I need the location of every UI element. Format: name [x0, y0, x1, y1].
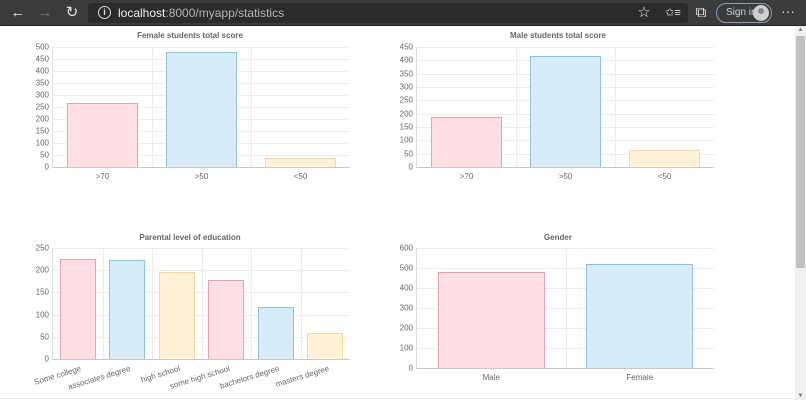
- y-tick-label: 250: [35, 243, 49, 253]
- x-tick-label: >50: [558, 172, 573, 181]
- y-tick-label: 300: [399, 303, 413, 313]
- y-tick-label: 0: [44, 162, 49, 172]
- male-score-chart: Male students total score 0 50 100 150 200 25…: [380, 26, 760, 196]
- x-tick-label: Male: [482, 373, 500, 382]
- y-tick-label: 50: [40, 150, 49, 160]
- bar[interactable]: [529, 56, 602, 167]
- sign-in-label: Sign in: [726, 7, 757, 18]
- y-tick-label: 450: [35, 54, 49, 64]
- more-menu-icon[interactable]: ···: [781, 3, 795, 19]
- bar[interactable]: [109, 260, 146, 359]
- y-tick-label: 0: [44, 354, 49, 364]
- y-tick-label: 150: [35, 287, 49, 297]
- y-tick-label: 50: [404, 149, 413, 159]
- gridline: [417, 47, 714, 48]
- y-tick-label: 400: [35, 66, 49, 76]
- y-tick-label: 500: [399, 263, 413, 273]
- bar[interactable]: [158, 271, 195, 359]
- forward-icon[interactable]: →: [37, 4, 53, 21]
- x-tick-label: <50: [657, 172, 672, 181]
- y-tick-label: 100: [35, 138, 49, 148]
- sign-in-button[interactable]: Sign in: [716, 3, 772, 23]
- vertical-gridline: [201, 248, 203, 359]
- vertical-gridline: [615, 47, 616, 167]
- y-tick-label: 200: [399, 109, 413, 119]
- vertical-gridline: [152, 248, 153, 359]
- x-tick-label: Female: [626, 373, 654, 382]
- vertical-gridline: [251, 248, 252, 359]
- y-tick-label: 250: [35, 102, 49, 112]
- y-tick-label: 100: [35, 310, 49, 320]
- y-tick-label: 350: [399, 69, 413, 79]
- bar[interactable]: [628, 150, 701, 167]
- browser-toolbar: ← → ↻ i localhost:8000/myapp/statistics …: [0, 0, 806, 26]
- bar[interactable]: [208, 279, 245, 359]
- vertical-gridline: [102, 248, 104, 359]
- back-icon[interactable]: ←: [10, 4, 26, 21]
- url-path: :8000/myapp/statistics: [165, 6, 285, 20]
- url-text[interactable]: localhost:8000/myapp/statistics: [118, 6, 284, 20]
- bar[interactable]: [437, 271, 545, 368]
- y-tick-label: 400: [399, 283, 413, 293]
- vertical-gridline: [152, 47, 153, 167]
- bar[interactable]: [430, 116, 503, 167]
- y-tick-label: 150: [399, 122, 413, 132]
- gridline: [53, 47, 350, 48]
- y-tick-label: 300: [35, 90, 49, 100]
- scrollbar-thumb[interactable]: [796, 36, 805, 268]
- chart-title: Male students total score: [509, 31, 607, 40]
- bar[interactable]: [264, 158, 337, 167]
- y-tick-label: 100: [399, 135, 413, 145]
- y-tick-label: 200: [399, 323, 413, 333]
- y-tick-label: 400: [399, 55, 413, 65]
- y-tick-label: 150: [35, 126, 49, 136]
- gender-chart: Gender 0 100 200 300 400 500 600 Male Female: [380, 226, 760, 398]
- female-score-chart: Female students total score 0 50 100 150 200…: [0, 26, 380, 196]
- scroll-up-icon[interactable]: ▲: [797, 27, 804, 33]
- vertical-gridline: [251, 47, 252, 167]
- url-host: localhost: [118, 6, 166, 20]
- bar[interactable]: [586, 264, 694, 368]
- x-tick-label: masters degree: [274, 364, 330, 389]
- y-tick-label: 250: [399, 95, 413, 105]
- bar[interactable]: [257, 306, 294, 359]
- y-tick-label: 200: [35, 114, 49, 124]
- vertical-scrollbar[interactable]: ▲ ▼: [795, 26, 806, 400]
- vertical-gridline: [300, 248, 302, 359]
- favorite-star-icon[interactable]: ☆: [637, 4, 651, 21]
- y-tick-label: 600: [399, 243, 413, 253]
- y-tick-label: 0: [408, 162, 413, 172]
- vertical-gridline: [565, 248, 567, 368]
- refresh-icon[interactable]: ↻: [65, 4, 79, 21]
- x-tick-label: >70: [95, 172, 110, 181]
- chart-title: Female students total score: [137, 31, 243, 40]
- x-tick-label: >70: [459, 172, 474, 181]
- y-tick-label: 0: [408, 363, 413, 373]
- parental-education-chart: Parental level of education 0 50 100 150 200…: [0, 226, 380, 398]
- y-tick-label: 300: [399, 82, 413, 92]
- x-tick-label: <50: [293, 172, 308, 181]
- y-tick-label: 50: [40, 332, 49, 342]
- vertical-gridline: [516, 47, 517, 167]
- y-tick-label: 500: [35, 42, 49, 52]
- x-tick-label: >50: [194, 172, 209, 181]
- y-tick-label: 350: [35, 78, 49, 88]
- bar[interactable]: [165, 52, 238, 167]
- scroll-down-icon[interactable]: ▼: [797, 393, 804, 399]
- chart-title: Parental level of education: [139, 233, 241, 242]
- statistics-page: Female students total score 0 50 100 150 200…: [0, 26, 795, 400]
- chart-title: Gender: [543, 233, 572, 242]
- address-bar[interactable]: i localhost:8000/myapp/statistics: [88, 3, 688, 23]
- divider: [0, 398, 795, 399]
- favorites-list-icon[interactable]: ✩≡: [665, 7, 681, 19]
- y-tick-label: 200: [35, 265, 49, 275]
- bar[interactable]: [59, 258, 96, 359]
- y-tick-label: 100: [399, 343, 413, 353]
- y-tick-label: 450: [399, 42, 413, 52]
- bar[interactable]: [66, 103, 139, 167]
- avatar-icon: [753, 5, 769, 21]
- bar[interactable]: [307, 332, 344, 359]
- collections-icon[interactable]: ⧉: [695, 4, 707, 21]
- info-icon[interactable]: i: [98, 6, 111, 19]
